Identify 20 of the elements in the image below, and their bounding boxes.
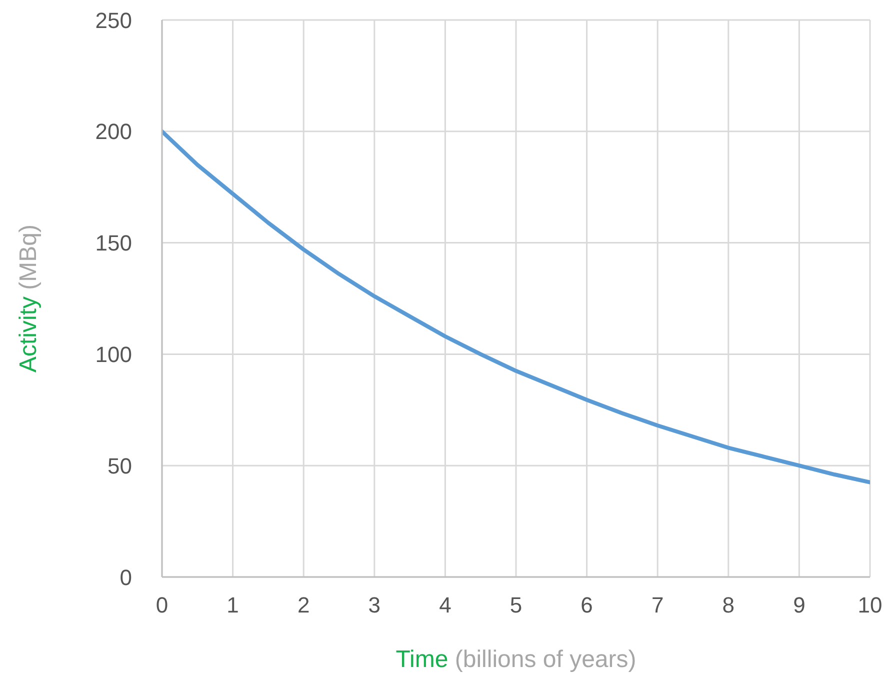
y-axis-title: Activity (MBq): [14, 224, 42, 373]
y-tick-label: 250: [95, 8, 132, 33]
x-tick-label: 7: [651, 592, 664, 618]
x-tick-label: 4: [439, 592, 452, 618]
x-tick-label: 8: [722, 592, 735, 618]
x-tick-label: 9: [793, 592, 806, 618]
y-tick-label: 100: [95, 342, 132, 368]
x-tick-label: 1: [226, 592, 239, 618]
x-tick-label: 3: [368, 592, 381, 618]
y-tick-label: 150: [95, 230, 132, 256]
x-tick-label: 5: [510, 592, 522, 618]
y-tick-label: 200: [95, 119, 132, 144]
x-tick-label: 0: [156, 592, 168, 618]
line-series: [162, 129, 870, 484]
x-tick-label: 6: [580, 592, 593, 618]
y-tick-label: 50: [108, 453, 132, 478]
y-tick-label: 0: [120, 564, 132, 590]
x-tick-label: 2: [297, 592, 310, 618]
x-axis-title: Time (billions of years): [396, 646, 636, 673]
x-tick-label: 10: [858, 592, 882, 618]
